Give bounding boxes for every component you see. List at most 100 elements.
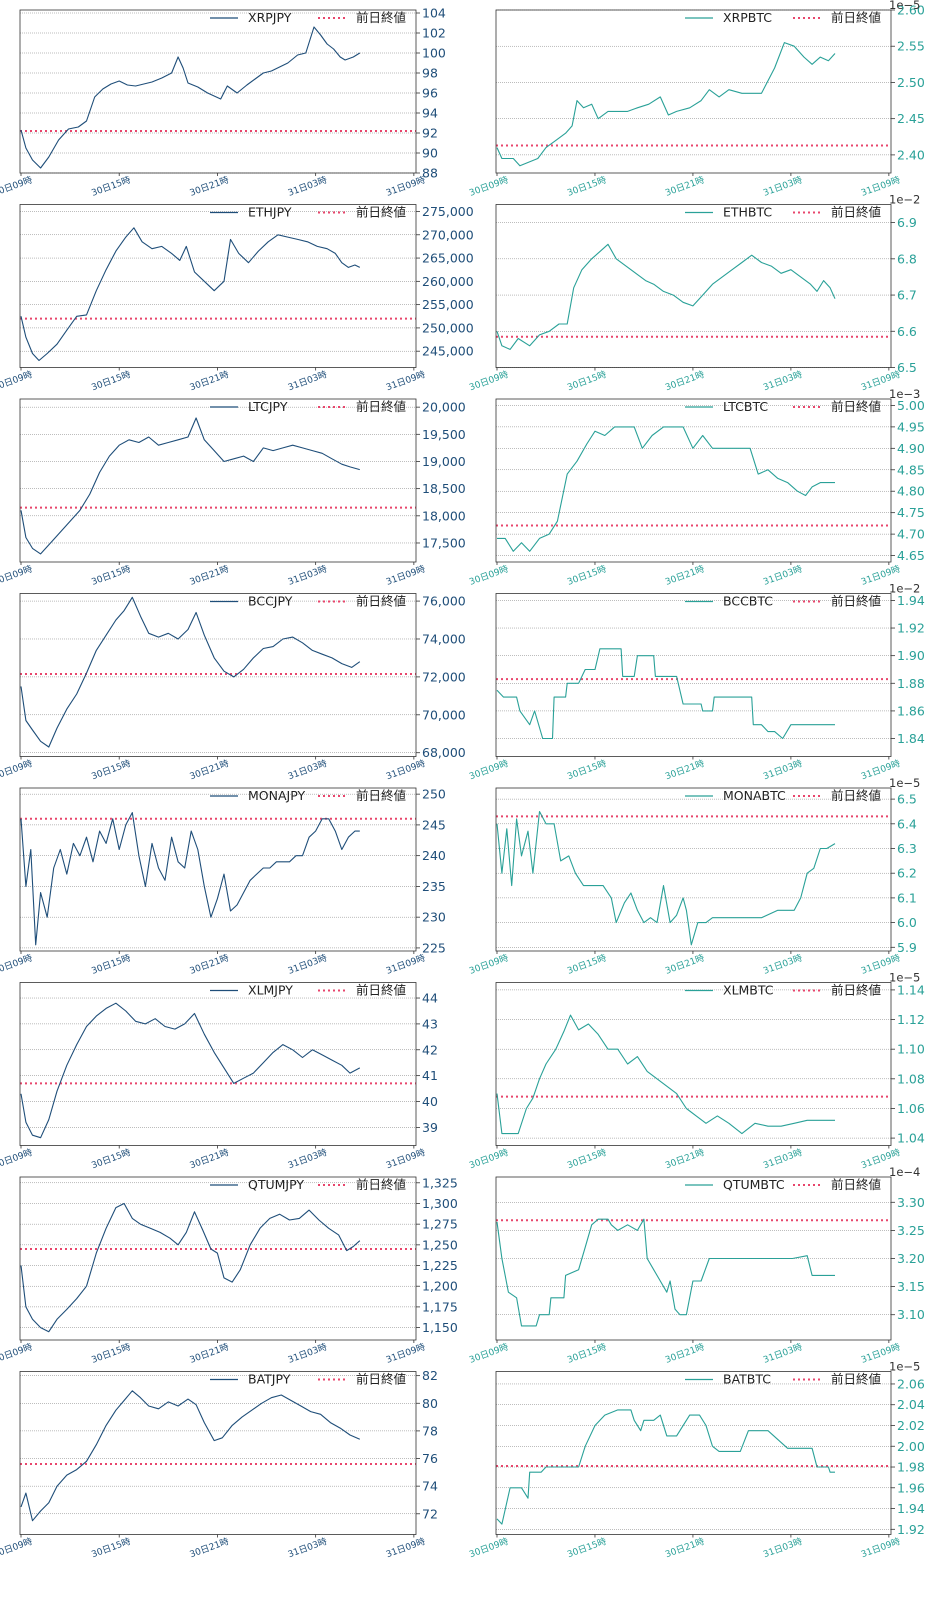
y-tick-label: 245,000 [422,344,474,359]
x-tick-label: 30日09時 [0,1536,34,1560]
y-tick-label: 2.45 [897,111,925,126]
legend-series-label: LTCJPY [248,399,288,414]
legend-prev-label: 前日終値 [831,594,881,609]
axis-offset-label: 1e−5 [889,0,920,12]
legend-series-label: BATJPY [248,1372,291,1387]
x-tick-label: 30日21時 [664,369,706,393]
y-tick-label: 1,275 [422,1217,458,1232]
y-tick-label: 3.20 [897,1251,925,1266]
y-tick-label: 6.3 [897,841,917,856]
chart-bccjpy: 68,000 70,000 72,000 74,000 76,000 30日09時 30日1… [0,593,466,782]
y-tick-label: 250 [422,787,446,802]
price-line [496,42,836,167]
y-tick-label: 6.5 [897,792,917,807]
y-tick-label: 96 [422,86,438,101]
y-tick-label: 90 [422,146,438,161]
y-tick-label: 1.88 [897,676,925,691]
legend-series-label: XLMBTC [723,983,774,998]
y-tick-label: 1,250 [422,1237,458,1252]
x-tick-label: 30日09時 [468,1147,510,1171]
x-tick-label: 30日15時 [566,1536,608,1560]
y-tick-label: 44 [422,991,438,1006]
y-tick-label: 1.98 [897,1460,925,1475]
y-tick-label: 3.30 [897,1195,925,1210]
plot-frame [495,398,892,563]
x-tick-label: 30日21時 [664,1147,706,1171]
y-tick-label: 1,150 [422,1320,458,1335]
y-tick-label: 2.04 [897,1397,925,1412]
y-tick-label: 245 [422,817,446,832]
x-tick-label: 30日15時 [566,174,608,198]
axis-offset-label: 1e−4 [889,1165,920,1179]
legend-series-label: XRPJPY [248,10,292,25]
y-tick-label: 18,000 [422,508,466,523]
plot-frame [19,9,417,174]
y-tick-label: 4.65 [897,548,925,563]
chart-monajpy: 225 230 235 240 245 250 30日09時 30日15時 30日21時 31日0… [0,787,446,977]
chart-batbtc: 1.92 1.94 1.96 1.98 2.00 2.02 2.04 2.06 1e−5 30日0… [468,1360,925,1561]
y-tick-label: 6.2 [897,866,917,881]
x-tick-label: 30日15時 [90,174,132,198]
x-tick-label: 30日15時 [90,952,132,976]
x-tick-label: 30日09時 [468,1341,510,1365]
price-line [496,243,836,350]
y-tick-label: 70,000 [422,707,466,722]
y-tick-label: 17,500 [422,535,466,550]
y-tick-label: 88 [422,166,438,181]
x-tick-label: 30日15時 [566,952,608,976]
x-tick-label: 30日21時 [664,1341,706,1365]
y-tick-label: 40 [422,1094,438,1109]
y-tick-label: 4.80 [897,484,925,499]
plot-frame [19,593,417,757]
y-tick-label: 1.94 [897,1501,925,1516]
y-tick-label: 1.08 [897,1071,925,1086]
plot-frame [19,398,417,563]
y-tick-label: 2.00 [897,1439,925,1454]
y-tick-label: 72,000 [422,669,466,684]
plot-frame [495,204,892,368]
y-tick-label: 3.15 [897,1279,925,1294]
x-tick-label: 31日03時 [286,1536,328,1560]
legend-prev-label: 前日終値 [831,399,881,414]
chart-xlmjpy: 39 40 41 42 43 44 30日09時 30日15時 30日21時 31日03時 31日0… [0,982,438,1171]
axis-offset-label: 1e−2 [889,582,920,596]
y-tick-label: 74,000 [422,631,466,646]
x-tick-label: 31日03時 [286,758,328,782]
y-tick-label: 18,500 [422,481,466,496]
axis-offset-label: 1e−2 [889,193,920,207]
plot-frame [19,1176,417,1341]
x-tick-label: 30日09時 [0,758,34,782]
y-tick-label: 4.95 [897,419,925,434]
y-tick-label: 225 [422,940,446,955]
legend-prev-label: 前日終値 [356,1177,406,1192]
legend-prev-label: 前日終値 [831,1177,881,1192]
x-tick-label: 31日09時 [385,563,427,587]
x-tick-label: 30日09時 [468,369,510,393]
x-tick-label: 30日15時 [566,1147,608,1171]
y-tick-label: 3.10 [897,1307,925,1322]
chart-qtumjpy: 1,150 1,175 1,200 1,225 1,250 1,275 1,300 1,325… [0,1175,458,1366]
x-tick-label: 31日03時 [762,563,804,587]
y-tick-label: 2.40 [897,147,925,162]
axis-offset-label: 1e−5 [889,1360,920,1374]
legend-prev-label: 前日終値 [356,983,406,998]
x-tick-label: 30日15時 [90,1536,132,1560]
y-tick-label: 3.25 [897,1223,925,1238]
price-line [20,227,361,362]
x-tick-label: 31日03時 [762,369,804,393]
x-tick-label: 31日03時 [762,1536,804,1560]
plot-frame [19,204,417,368]
y-tick-label: 260,000 [422,274,474,289]
x-tick-label: 30日09時 [0,1341,34,1365]
y-tick-label: 250,000 [422,320,474,335]
y-tick-label: 270,000 [422,227,474,242]
x-tick-label: 31日09時 [860,1536,902,1560]
price-line [20,1202,361,1333]
y-tick-label: 19,000 [422,454,466,469]
y-tick-label: 43 [422,1016,438,1031]
y-tick-label: 1.92 [897,1522,925,1537]
y-tick-label: 275,000 [422,204,474,219]
y-tick-label: 20,000 [422,400,466,415]
chart-ltcjpy: 17,500 18,000 18,500 19,000 19,500 20,000 30日0… [0,398,466,588]
